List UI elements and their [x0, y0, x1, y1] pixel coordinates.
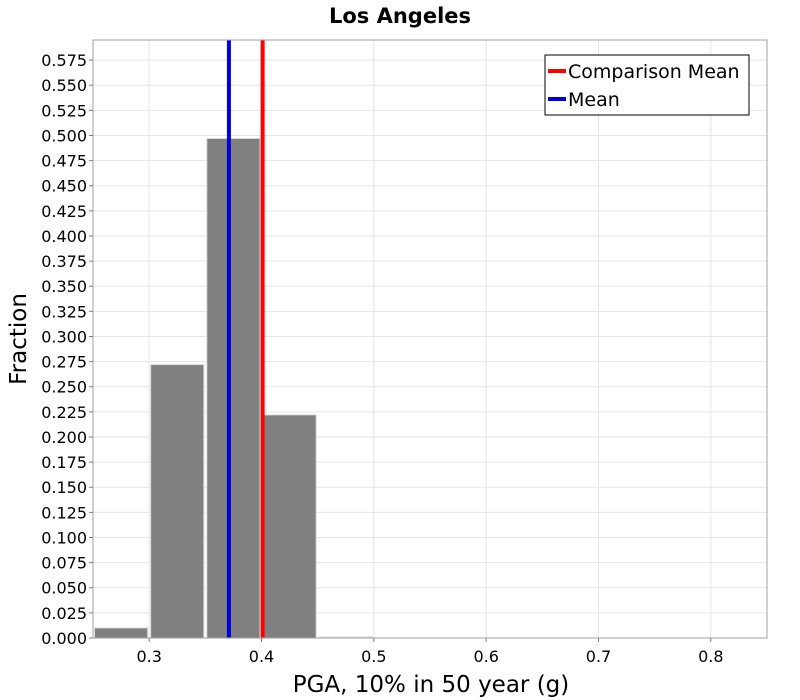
y-tick-label: 0.075 — [41, 554, 87, 573]
y-tick-label: 0.525 — [41, 101, 87, 120]
y-tick-label: 0.050 — [41, 579, 87, 598]
y-tick-label: 0.450 — [41, 177, 87, 196]
y-tick-label: 0.575 — [41, 51, 87, 70]
y-tick-label: 0.375 — [41, 252, 87, 271]
histogram-bar-2 — [150, 364, 205, 639]
legend-box — [544, 54, 750, 116]
histogram-bar-4 — [262, 414, 317, 639]
x-tick-label: 0.5 — [361, 647, 386, 666]
legend-label-comparison-mean: Comparison Mean — [568, 61, 740, 83]
y-axis-ticks: 0.000 0.025 0.050 0.075 0.100 0.125 0.150 0.175… — [41, 51, 93, 648]
chart-title: Los Angeles — [329, 4, 471, 28]
x-axis-ticks: 0.3 0.4 0.5 0.6 0.7 0.8 — [136, 638, 724, 666]
y-tick-label: 0.125 — [41, 503, 87, 522]
x-tick-label: 0.8 — [698, 647, 723, 666]
y-tick-label: 0.000 — [41, 629, 87, 648]
y-tick-label: 0.400 — [41, 227, 87, 246]
plot-area — [93, 40, 767, 638]
x-tick-label: 0.4 — [249, 647, 274, 666]
y-tick-label: 0.175 — [41, 453, 87, 472]
x-axis-label: PGA, 10% in 50 year (g) — [293, 672, 570, 698]
y-tick-label: 0.250 — [41, 378, 87, 397]
x-tick-label: 0.3 — [136, 647, 161, 666]
y-tick-label: 0.475 — [41, 152, 87, 171]
x-tick-label: 0.6 — [473, 647, 498, 666]
x-tick-label: 0.7 — [586, 647, 611, 666]
legend: Comparison Mean Mean — [544, 54, 750, 116]
y-tick-label: 0.325 — [41, 302, 87, 321]
y-tick-label: 0.425 — [41, 202, 87, 221]
y-tick-label: 0.150 — [41, 478, 87, 497]
y-tick-label: 0.500 — [41, 126, 87, 145]
y-tick-label: 0.275 — [41, 353, 87, 372]
y-axis-label: Fraction — [6, 293, 32, 385]
y-tick-label: 0.350 — [41, 277, 87, 296]
y-tick-label: 0.100 — [41, 528, 87, 547]
histogram-bar-3 — [206, 137, 261, 639]
legend-label-mean: Mean — [568, 89, 620, 111]
y-tick-label: 0.200 — [41, 428, 87, 447]
y-tick-label: 0.300 — [41, 327, 87, 346]
mean-lines — [226, 40, 265, 638]
y-tick-label: 0.025 — [41, 604, 87, 623]
y-tick-label: 0.225 — [41, 403, 87, 422]
histogram-bar-1 — [94, 627, 149, 639]
y-tick-label: 0.550 — [41, 76, 87, 95]
plot-frame — [92, 39, 768, 639]
